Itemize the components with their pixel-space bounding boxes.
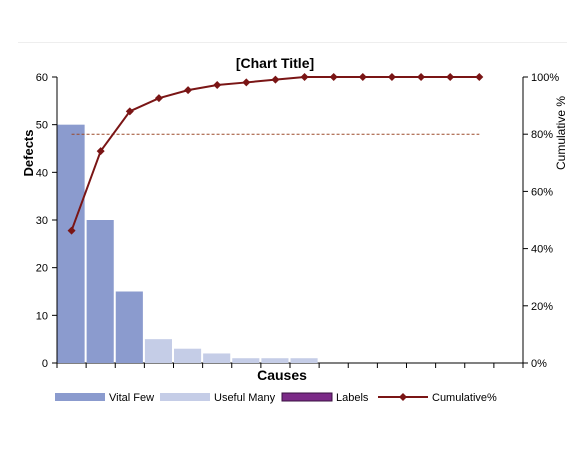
plot-area: 0 10 20 30 40 50 60 0% 20% 40% 60% 80% 100%	[36, 72, 560, 370]
legend-label: Cumulative%	[432, 392, 497, 404]
y-tick-label: 10	[36, 310, 48, 322]
bar	[115, 291, 143, 363]
x-axis-label: Causes	[257, 367, 307, 383]
cumulative-point	[358, 73, 367, 81]
bar	[261, 358, 289, 363]
y2-tick-label: 100%	[531, 72, 559, 84]
cumulative-point	[475, 73, 484, 81]
cumulative-point	[96, 147, 105, 156]
legend-label: Useful Many	[214, 392, 276, 404]
bar	[144, 339, 172, 363]
y2-tick-label: 40%	[531, 244, 553, 256]
bar	[203, 353, 231, 363]
legend-swatch	[160, 393, 210, 401]
bar	[57, 124, 85, 364]
cumulative-point	[242, 78, 251, 87]
chart-title: [Chart Title]	[236, 55, 314, 71]
legend-swatch-marker	[399, 393, 407, 401]
y2-tick-label: 80%	[531, 129, 553, 141]
top-divider	[18, 42, 567, 43]
y2-tick-label: 60%	[531, 186, 553, 198]
cumulative-point	[329, 73, 338, 81]
legend-label: Vital Few	[109, 392, 154, 404]
y2-tick-label: 0%	[531, 358, 547, 370]
cumulative-point	[213, 81, 222, 90]
cumulative-point	[184, 86, 193, 95]
bar	[232, 358, 260, 363]
cumulative-point	[67, 226, 76, 235]
legend-swatch	[55, 393, 105, 401]
y-tick-label: 50	[36, 120, 48, 132]
bar	[86, 220, 114, 363]
legend: Vital Few Useful Many Labels Cumulative%	[55, 392, 497, 404]
bar	[290, 358, 318, 363]
y-tick-label: 20	[36, 263, 48, 275]
y-axis-label: Defects	[21, 130, 36, 177]
y-tick-label: 30	[36, 215, 48, 227]
legend-label: Labels	[336, 392, 369, 404]
cumulative-point	[417, 73, 426, 81]
y-tick-label: 40	[36, 167, 48, 179]
y2-tick-label: 20%	[531, 301, 553, 313]
cumulative-point	[300, 73, 309, 81]
y2-axis-label: Cumulative %	[554, 96, 568, 170]
cumulative-line	[70, 76, 480, 231]
legend-swatch	[281, 392, 333, 402]
y-tick-label: 60	[36, 72, 48, 84]
cumulative-point	[446, 73, 455, 81]
cumulative-point	[154, 94, 163, 103]
y-tick-label: 0	[42, 358, 48, 370]
cumulative-point	[125, 107, 134, 116]
cumulative-point	[387, 73, 396, 81]
bar	[174, 348, 202, 363]
cumulative-point	[271, 75, 280, 84]
